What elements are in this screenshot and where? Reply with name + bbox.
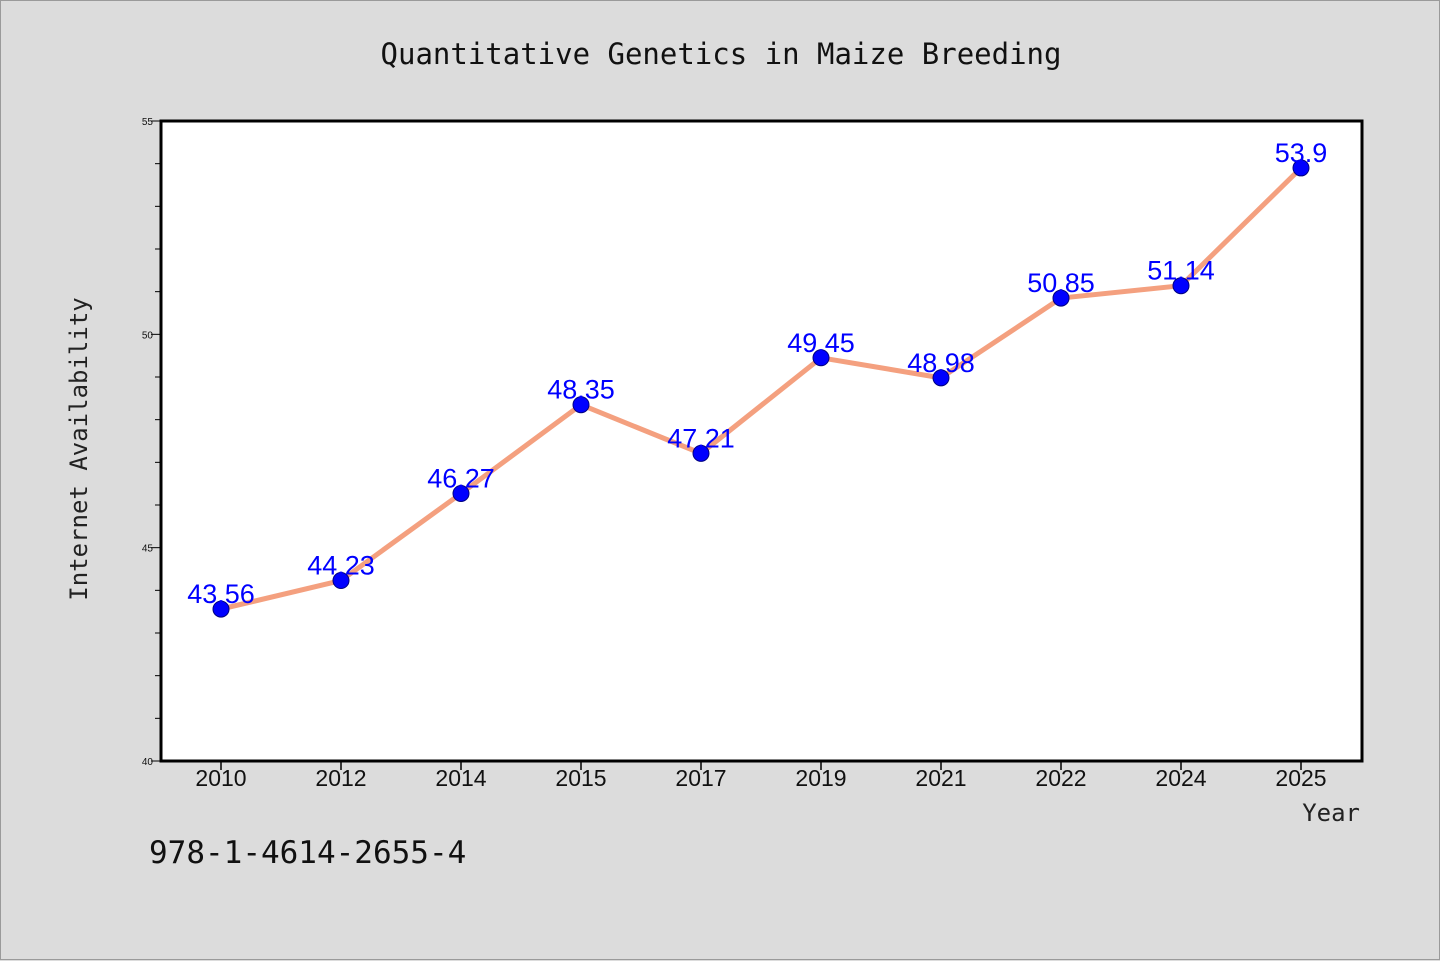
data-point [452,484,470,502]
x-axis-label: Year [1302,799,1360,827]
y-tick-label: 55 [142,117,154,128]
x-tick-label: 2025 [1275,765,1326,791]
plot-area [159,119,1364,763]
data-markers [212,159,1310,618]
x-tick-label: 2017 [675,765,726,791]
data-point [692,444,710,462]
data-point [212,600,230,618]
chart-title: Quantitative Genetics in Maize Breeding [381,37,1062,71]
data-labels: 43.56 44.23 46.27 48.35 47.21 49.45 48.98 50.85… [187,138,1327,609]
data-point [812,349,830,367]
x-tick-label: 2022 [1035,765,1086,791]
data-label: 50.85 [1027,268,1095,298]
y-tick-label: 50 [142,330,154,341]
data-point [1172,277,1190,295]
data-label: 43.56 [187,579,255,609]
data-point [1052,289,1070,307]
x-tick-label: 2024 [1155,765,1206,791]
data-point [572,396,590,414]
data-label: 47.21 [667,423,735,453]
x-tick-label: 2014 [435,765,486,791]
data-label: 49.45 [787,328,855,358]
data-label: 53.9 [1275,138,1328,168]
data-point [332,572,350,590]
y-axis-label: Internet Availability [65,297,93,600]
x-tick-label: 2015 [555,765,606,791]
x-axis: 2010 2012 2014 2015 2017 2019 2021 2022 2024 2025 [195,761,1327,791]
isbn-text: 978-1-4614-2655-4 [149,835,467,871]
x-tick-label: 2021 [915,765,966,791]
series-line [220,166,1303,612]
x-tick-label: 2019 [795,765,846,791]
data-label: 44.23 [307,551,375,581]
data-label: 51.14 [1147,256,1215,286]
y-axis: 40 45 50 55 [142,117,161,768]
x-tick-label: 2012 [315,765,366,791]
y-tick-label: 40 [142,757,154,768]
data-label: 46.27 [427,463,495,493]
data-point [1292,159,1310,177]
data-point [932,369,950,387]
y-tick-label: 45 [142,544,154,555]
x-tick-label: 2010 [195,765,246,791]
data-label: 48.35 [547,375,615,405]
data-label: 48.98 [907,348,975,378]
